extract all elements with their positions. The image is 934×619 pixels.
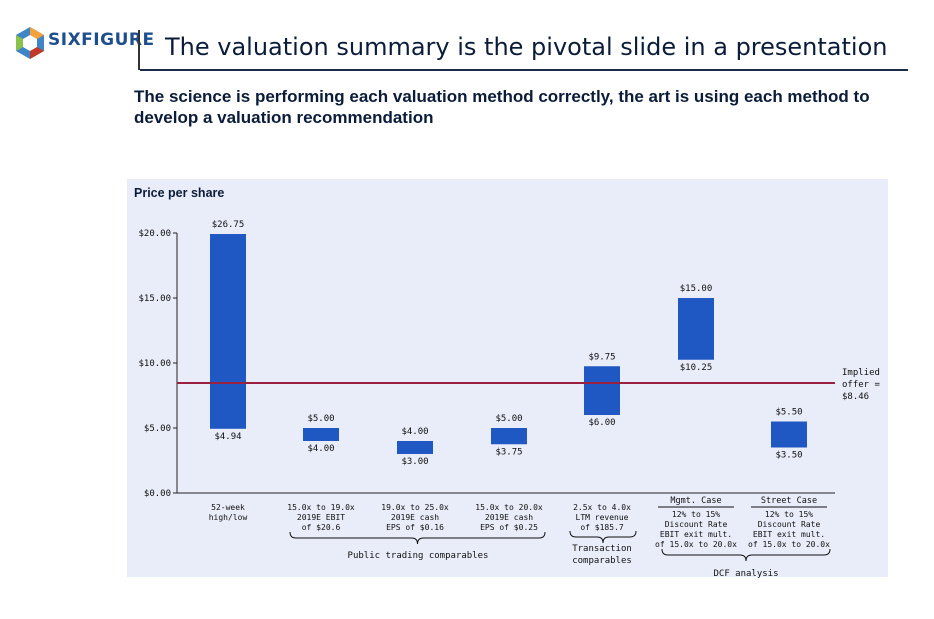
category-header: Mgmt. Case bbox=[670, 496, 721, 506]
category-label: 15.0x to 20.0x bbox=[475, 503, 543, 512]
category-label: EPS of $0.25 bbox=[480, 523, 538, 532]
category-label: 15.0x to 19.0x bbox=[287, 503, 355, 512]
category-label: 2019E cash bbox=[485, 513, 533, 522]
implied-offer-label: offer = bbox=[842, 380, 881, 390]
implied-offer-label: Implied bbox=[842, 368, 880, 378]
category-label: EBIT exit mult. bbox=[753, 530, 825, 539]
y-tick-label: $5.00 bbox=[144, 424, 171, 434]
category-label: high/low bbox=[209, 513, 248, 522]
category-label: 12% to 15% bbox=[765, 510, 813, 519]
category-label: 52-week bbox=[211, 503, 245, 512]
y-tick-label: $0.00 bbox=[144, 489, 171, 499]
bar-low-label: $6.00 bbox=[588, 418, 615, 428]
group-label: Public trading comparables bbox=[348, 551, 489, 561]
bar-low-label: $4.00 bbox=[307, 444, 334, 454]
range-bar bbox=[210, 234, 246, 429]
bar-low-label: $10.25 bbox=[680, 363, 713, 373]
category-label: 19.0x to 25.0x bbox=[381, 503, 449, 512]
y-tick-label: $15.00 bbox=[138, 294, 171, 304]
category-label: Discount Rate bbox=[758, 520, 821, 529]
bar-high-label: $5.50 bbox=[775, 408, 802, 418]
group-label: comparables bbox=[572, 556, 632, 566]
logo-text: SIXFIGURE bbox=[48, 30, 155, 50]
category-label: of $20.6 bbox=[302, 523, 341, 532]
bar-high-label: $26.75 bbox=[212, 220, 245, 230]
bar-low-label: $4.94 bbox=[214, 432, 241, 442]
y-axis-label: Price per share bbox=[134, 186, 224, 200]
category-label: of 15.0x to 20.0x bbox=[748, 540, 830, 549]
range-bar bbox=[397, 441, 433, 454]
bar-high-label: $5.00 bbox=[307, 414, 334, 424]
range-bar bbox=[491, 428, 527, 445]
group-label: Transaction bbox=[572, 544, 632, 554]
bar-low-label: $3.75 bbox=[495, 447, 522, 457]
y-tick-label: $20.00 bbox=[138, 229, 171, 239]
category-label: 12% to 15% bbox=[672, 510, 720, 519]
sixfigure-logo bbox=[16, 27, 44, 59]
bar-low-label: $3.50 bbox=[775, 451, 802, 461]
page-title: The valuation summary is the pivotal sli… bbox=[165, 33, 888, 61]
bar-high-label: $15.00 bbox=[680, 284, 713, 294]
range-bar bbox=[303, 428, 339, 441]
implied-offer-label: $8.46 bbox=[842, 392, 869, 402]
bar-high-label: $5.00 bbox=[495, 414, 522, 424]
title-divider bbox=[138, 30, 140, 70]
bar-high-label: $9.75 bbox=[588, 352, 615, 362]
category-label: of 15.0x to 20.0x bbox=[655, 540, 737, 549]
bar-high-label: $4.00 bbox=[401, 427, 428, 437]
chart-panel bbox=[127, 179, 888, 577]
category-label: 2019E EBIT bbox=[297, 513, 345, 522]
category-label: 2019E cash bbox=[391, 513, 439, 522]
page-subtitle: The science is performing each valuation… bbox=[134, 87, 870, 127]
title-rule bbox=[140, 69, 908, 71]
range-bar bbox=[771, 421, 807, 448]
category-label: LTM revenue bbox=[576, 513, 629, 522]
group-label: DCF analysis bbox=[713, 569, 778, 579]
range-bar bbox=[584, 366, 620, 415]
bar-low-label: $3.00 bbox=[401, 457, 428, 467]
y-tick-label: $10.00 bbox=[138, 359, 171, 369]
category-label: 2.5x to 4.0x bbox=[573, 503, 631, 512]
category-header: Street Case bbox=[761, 496, 817, 506]
category-label: of $185.7 bbox=[580, 523, 624, 532]
brace-public-trading bbox=[289, 531, 546, 545]
brace-transaction bbox=[569, 530, 637, 544]
category-label: EPS of $0.16 bbox=[386, 523, 444, 532]
brace-dcf bbox=[661, 548, 831, 562]
category-label: EBIT exit mult. bbox=[660, 530, 732, 539]
category-label: Discount Rate bbox=[665, 520, 728, 529]
range-bar bbox=[678, 298, 714, 360]
